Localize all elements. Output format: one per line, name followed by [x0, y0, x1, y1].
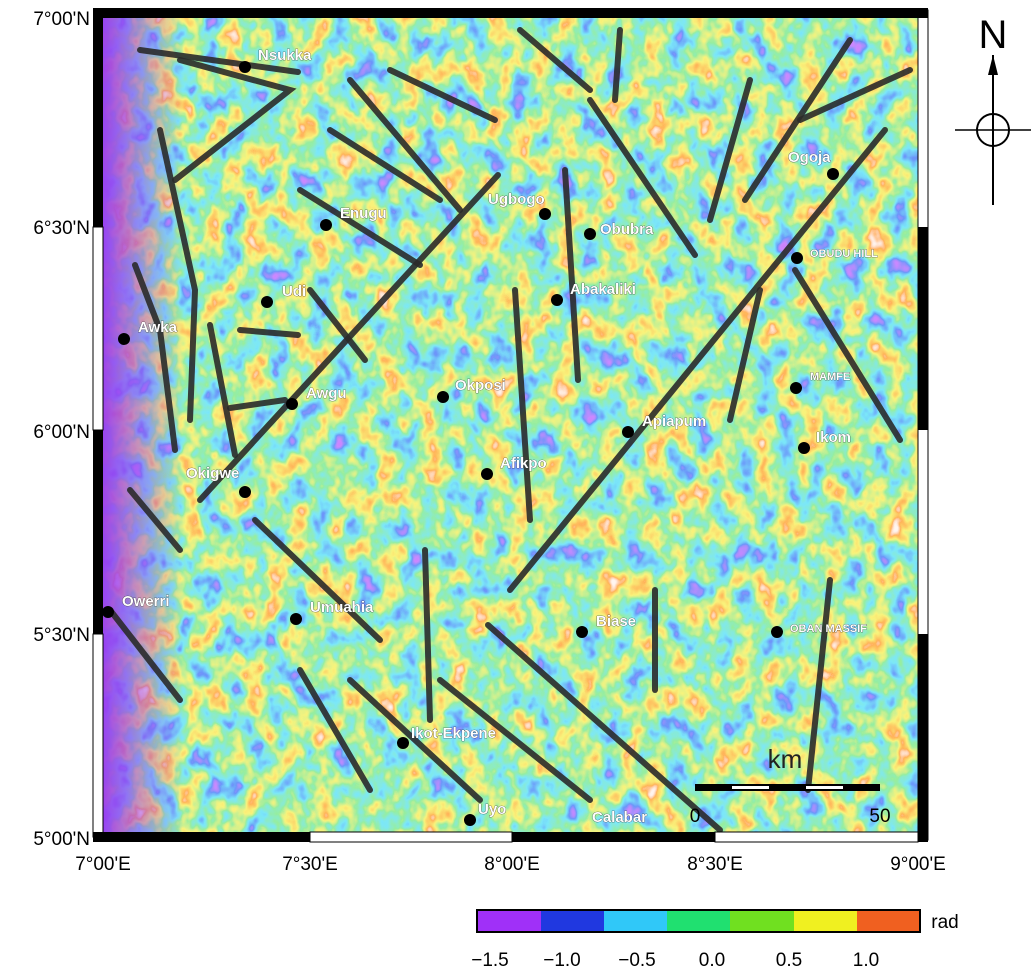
place-label: Udi	[282, 283, 306, 300]
place-label: OBAN MASSIF	[790, 623, 867, 635]
place-marker	[791, 252, 803, 264]
place-marker	[551, 294, 563, 306]
north-label: N	[979, 13, 1008, 57]
place-marker	[798, 442, 810, 454]
colorbar-tick-label: −1.5	[471, 950, 509, 971]
place-label: Abakaliki	[570, 281, 636, 298]
place-marker	[286, 398, 298, 410]
place-label: Afikpo	[500, 455, 547, 472]
lat-label: 6°30'N	[33, 218, 90, 239]
place-label: Ikot-Ekpene	[411, 725, 496, 742]
tilt-derivative-raster	[103, 18, 918, 832]
place-label: Biase	[596, 613, 636, 630]
place-marker	[622, 426, 634, 438]
place-label: Okposi	[455, 377, 506, 394]
place-marker	[771, 626, 783, 638]
place-label: MAMFE	[810, 371, 850, 383]
place-marker	[539, 208, 551, 220]
colorbar: rad	[476, 909, 959, 933]
place-marker	[576, 626, 588, 638]
colorbar-tick-label: 0.0	[699, 950, 725, 971]
lat-label: 7°00'N	[33, 9, 90, 30]
place-marker	[827, 168, 839, 180]
place-label: Calabar	[592, 809, 647, 826]
colorbar-tick-label: 1.0	[853, 950, 879, 971]
place-marker	[584, 228, 596, 240]
place-marker	[320, 219, 332, 231]
map-frame	[92, 8, 929, 843]
place-marker	[464, 814, 476, 826]
place-label: OBUDU HILL	[810, 248, 878, 260]
place-label: Ikom	[816, 429, 851, 446]
lon-label: 8°00'E	[484, 854, 540, 875]
place-label: Okigwe	[186, 465, 239, 482]
lineaments	[107, 27, 913, 833]
scale-unit: km	[768, 744, 803, 774]
place-marker	[261, 296, 273, 308]
lat-label: 5°00'N	[33, 829, 90, 850]
scale-label: 0	[690, 806, 701, 827]
scale-label: 50	[869, 806, 890, 827]
place-label: Owerri	[122, 593, 170, 610]
lon-label: 7°00'E	[75, 854, 131, 875]
place-label: Nsukka	[258, 47, 312, 64]
place-marker	[102, 606, 114, 618]
place-marker	[790, 382, 802, 394]
place-marker	[239, 61, 251, 73]
place-label: Obubra	[600, 221, 654, 238]
place-marker	[239, 486, 251, 498]
place-marker	[437, 391, 449, 403]
place-label: Ugbogo	[488, 191, 545, 208]
place-marker	[118, 333, 130, 345]
lon-label: 8°30'E	[687, 854, 743, 875]
colorbar-tick-label: −0.5	[618, 950, 656, 971]
place-label: Awgu	[306, 385, 347, 402]
place-label: Awka	[138, 319, 178, 336]
place-label: Ogoja	[788, 149, 831, 166]
colorbar-tick-label: −1.0	[543, 950, 581, 971]
place-label: Apiapum	[642, 413, 706, 430]
lat-label: 6°00'N	[33, 422, 90, 443]
colorbar-tick-label: 0.5	[776, 950, 802, 971]
place-marker	[397, 737, 409, 749]
place-label: Uyo	[478, 801, 506, 818]
lat-label: 5°30'N	[33, 625, 90, 646]
lon-label: 7°30'E	[282, 854, 338, 875]
place-label: Enugu	[340, 205, 387, 222]
lon-label: 9°00'E	[890, 854, 946, 875]
scale-bar: km 0 50	[690, 744, 891, 827]
place-label: Umuahia	[310, 599, 374, 616]
place-marker	[481, 468, 493, 480]
north-arrow: N	[955, 13, 1031, 205]
place-marker	[290, 613, 302, 625]
colorbar-unit: rad	[931, 912, 958, 933]
map-area	[103, 18, 918, 833]
